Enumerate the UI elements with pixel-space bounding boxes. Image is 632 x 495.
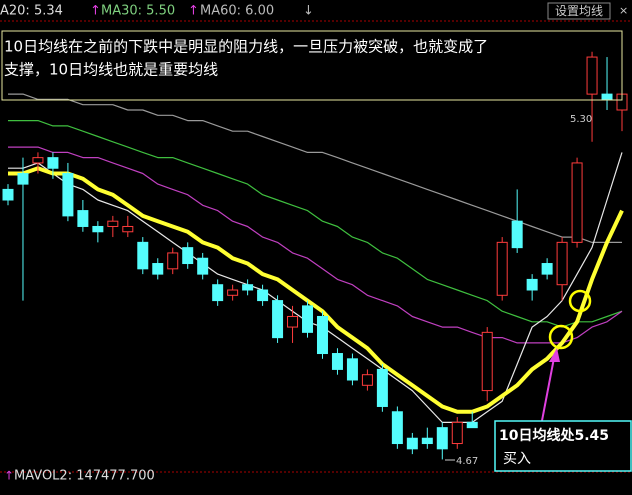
high-label: 5.30 — [570, 114, 592, 125]
candle-body — [122, 225, 134, 233]
candle-body — [197, 257, 209, 275]
indicator: MA60: 6.00 — [200, 4, 274, 19]
buy-title: 10日均线处5.45 — [499, 427, 609, 444]
arrow-icon: ↓ — [303, 4, 314, 19]
candle-body — [331, 353, 343, 370]
candle-body — [242, 284, 254, 291]
candle-body — [346, 358, 358, 381]
candle-body — [287, 315, 299, 328]
candle-body — [212, 284, 224, 302]
candle-body — [47, 157, 59, 169]
candle-body — [257, 289, 269, 302]
highlight-circle — [548, 324, 574, 350]
candle-body — [586, 56, 598, 95]
indicator: A20: 5.34 — [0, 4, 63, 19]
arrow-icon: ↑ — [90, 4, 101, 19]
candle-body — [451, 421, 463, 445]
note-line: 支撑，10日均线也就是重要均线 — [4, 61, 218, 79]
candle-body — [2, 188, 14, 201]
arrow-head — [549, 348, 560, 362]
moving-average-line — [8, 152, 623, 423]
highlight-circle — [568, 289, 592, 313]
candle-body — [466, 421, 478, 429]
candle-body — [32, 157, 44, 164]
candle-body — [496, 241, 508, 296]
moving-average-line — [8, 146, 623, 344]
volume-label: MAVOL2: 147477.700 — [14, 469, 155, 484]
moving-average-line — [8, 120, 623, 328]
candle-body — [272, 300, 284, 339]
candle-body — [107, 220, 119, 227]
indicator: MA30: 5.50 — [101, 4, 175, 19]
candle-body — [152, 263, 164, 275]
settings-button-label[interactable]: 设置均线 — [555, 4, 603, 18]
candle-body — [376, 368, 388, 407]
buy-box — [494, 420, 632, 472]
candle-body — [406, 437, 418, 450]
arrow-icon: × — [619, 4, 628, 17]
candle-body — [361, 374, 373, 386]
low-label: 4.67 — [456, 456, 478, 467]
candle-body — [556, 241, 568, 286]
candle-body — [182, 247, 194, 265]
candle-body — [92, 225, 104, 233]
settings-button[interactable] — [547, 2, 611, 20]
candle-body — [511, 220, 523, 249]
candle-body — [302, 305, 314, 333]
candle-body — [436, 427, 448, 450]
candle-body — [541, 263, 553, 275]
candle-body — [421, 437, 433, 445]
note-box — [1, 30, 623, 101]
candle-body — [316, 315, 328, 355]
candle-body — [571, 162, 583, 243]
candle-body — [526, 278, 538, 291]
candle-body — [137, 241, 149, 270]
toolbar — [0, 0, 632, 20]
arrow-icon: ↑ — [4, 469, 14, 483]
candle-body — [481, 331, 493, 392]
note-line: 10日均线在之前的下跌中是明显的阻力线，一旦压力被突破，也就变成了 — [4, 38, 488, 56]
buy-action: 买入 — [503, 451, 531, 467]
candle-body — [17, 173, 29, 185]
candle-body — [62, 173, 74, 217]
candle-body — [391, 411, 403, 445]
candle-body — [167, 252, 179, 270]
arrow-icon: ↑ — [188, 4, 199, 19]
candle-body — [227, 289, 239, 296]
candle-body — [77, 210, 89, 227]
moving-average-line — [8, 166, 624, 414]
candle-body — [601, 93, 613, 100]
